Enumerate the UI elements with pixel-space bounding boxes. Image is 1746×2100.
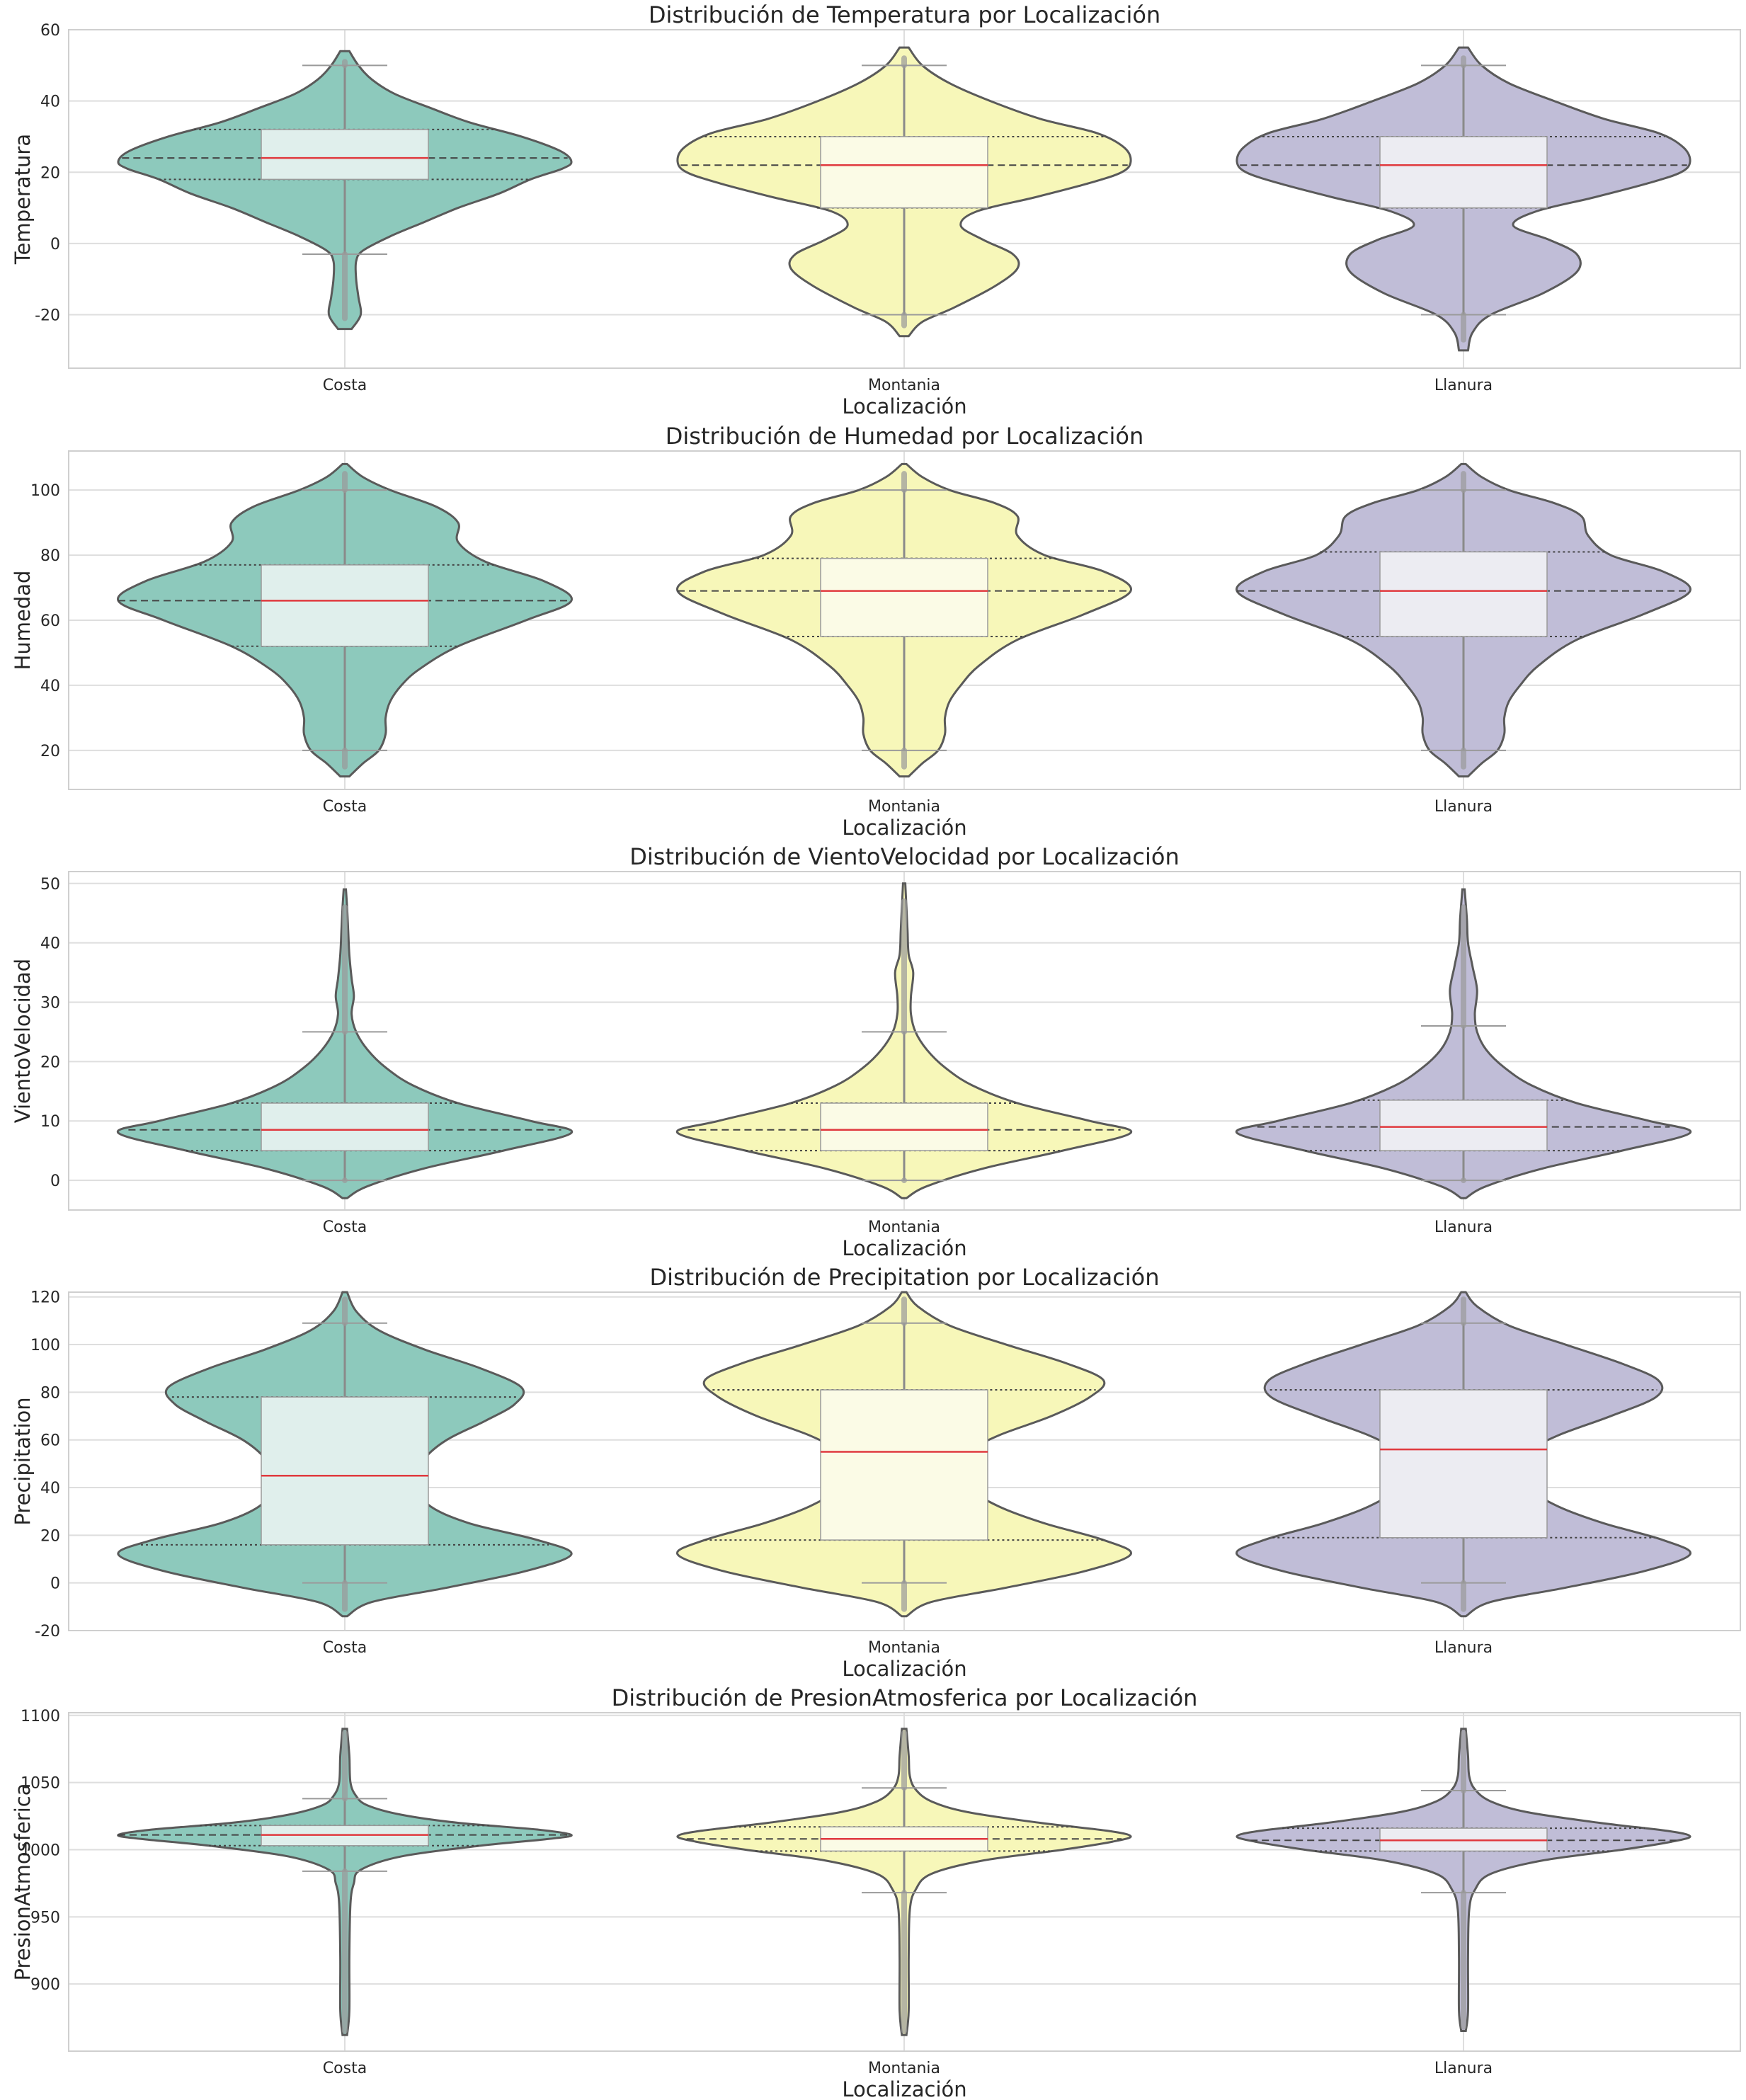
x-tick-label: Llanura (1434, 1219, 1493, 1236)
x-axis-label: Localización (842, 1236, 966, 1260)
panel-3: 0 10 20 30 40 50 Costa Montania Llanura Distribuc… (11, 843, 1741, 1260)
y-tick-label: 60 (40, 612, 60, 630)
violin-montania (676, 1291, 1132, 1618)
y-tick-label: 40 (40, 935, 60, 953)
y-tick-label: 100 (30, 1337, 60, 1354)
box (1379, 1389, 1548, 1539)
y-tick-label: 0 (50, 236, 60, 253)
violin-llanura (1236, 46, 1691, 352)
violin-llanura (1235, 888, 1692, 1199)
x-tick-label: Costa (323, 377, 367, 394)
y-tick-label: 100 (30, 482, 60, 500)
axes-frame (68, 29, 1741, 369)
y-tick-label: 120 (30, 1289, 60, 1307)
y-tick-label: 80 (40, 547, 60, 565)
box (261, 129, 429, 181)
y-axis-label: Humedad (11, 571, 35, 670)
box (820, 136, 988, 209)
y-tick-label: 30 (40, 994, 60, 1012)
box (261, 1396, 429, 1546)
violin-montania (676, 46, 1132, 338)
violin-montania (676, 462, 1132, 778)
y-tick-label: 40 (40, 93, 60, 111)
box (261, 1102, 429, 1151)
y-tick-label: 1050 (21, 1775, 60, 1793)
y-tick-label: 20 (40, 743, 60, 760)
y-tick-label: 80 (40, 1384, 60, 1402)
box (1379, 551, 1548, 637)
x-axis-label: Localización (842, 1657, 966, 1681)
chart-title: Distribución de Humedad por Localización (666, 423, 1143, 450)
x-tick-label: Montania (868, 2060, 940, 2077)
box (261, 564, 429, 647)
y-tick-label: 60 (40, 1432, 60, 1450)
violin-llanura (1236, 462, 1691, 778)
box (1379, 136, 1548, 209)
y-tick-label: -20 (35, 1623, 60, 1640)
violin-costa (117, 462, 573, 778)
y-tick-label: 900 (30, 1976, 60, 1994)
y-tick-label: 20 (40, 164, 60, 182)
x-tick-label: Llanura (1434, 2060, 1493, 2077)
x-tick-label: Costa (323, 1219, 367, 1236)
violin-costa (117, 1728, 573, 2036)
axes-frame (68, 450, 1741, 790)
x-tick-label: Costa (323, 1639, 367, 1657)
panel-1: -20 0 20 40 60 Costa Montania Llanura Distribuci… (11, 1, 1741, 418)
y-tick-label: 1100 (21, 1708, 60, 1725)
violin-costa (117, 50, 573, 331)
y-tick-label: 10 (40, 1113, 60, 1131)
y-tick-label: 0 (50, 1575, 60, 1593)
violin-llanura (1236, 1291, 1691, 1618)
chart-title: Distribución de PresionAtmosferica por L… (612, 1684, 1198, 1711)
violin-montania (675, 882, 1133, 1199)
panel-2: 20 40 60 80 100 Costa Montania Llanura Distribuc… (11, 423, 1741, 840)
violin-costa (117, 1291, 573, 1618)
y-tick-label: 50 (40, 876, 60, 894)
y-tick-label: 60 (40, 22, 60, 40)
panel-4: -20 0 20 40 60 80 100 120 Costa Montania Llanura Di… (11, 1264, 1741, 1681)
box (820, 557, 988, 637)
chart-title: Distribución de Precipitation por Locali… (649, 1264, 1159, 1291)
axes-frame (68, 1712, 1741, 2052)
y-axis-label: Temperatura (11, 134, 35, 265)
violin-costa (116, 888, 574, 1199)
y-tick-label: 20 (40, 1054, 60, 1071)
x-tick-label: Costa (323, 798, 367, 816)
box (1379, 1100, 1548, 1151)
violin-llanura (1236, 1728, 1691, 2033)
chart-title: Distribución de VientoVelocidad por Loca… (629, 843, 1180, 870)
y-tick-label: -20 (35, 307, 60, 325)
x-axis-label: Localización (842, 394, 966, 418)
y-tick-label: 40 (40, 1480, 60, 1497)
y-axis-label: Precipitation (11, 1397, 35, 1525)
axes-frame (68, 871, 1741, 1211)
box (820, 1389, 988, 1541)
x-tick-label: Montania (868, 1219, 940, 1236)
x-tick-label: Montania (868, 377, 940, 394)
x-tick-label: Costa (323, 2060, 367, 2077)
x-tick-label: Llanura (1434, 1639, 1493, 1657)
y-tick-label: 950 (30, 1909, 60, 1927)
y-tick-label: 40 (40, 678, 60, 695)
y-axis-label: PresionAtmosferica (11, 1784, 35, 1981)
x-tick-label: Montania (868, 1639, 940, 1657)
violin-montania (676, 1728, 1132, 2036)
x-tick-label: Llanura (1434, 377, 1493, 394)
y-axis-label: VientoVelocidad (11, 959, 35, 1123)
chart-title: Distribución de Temperatura por Localiza… (649, 1, 1160, 28)
y-tick-label: 1000 (21, 1842, 60, 1859)
x-tick-label: Llanura (1434, 798, 1493, 816)
x-tick-label: Montania (868, 798, 940, 816)
x-axis-label: Localización (842, 2077, 966, 2100)
y-tick-label: 20 (40, 1527, 60, 1545)
y-tick-label: 0 (50, 1172, 60, 1190)
x-axis-label: Localización (842, 816, 966, 840)
box (820, 1102, 988, 1151)
panel-5: 900 950 1000 1050 1100 Costa Montania Llanura Di… (11, 1684, 1741, 2100)
